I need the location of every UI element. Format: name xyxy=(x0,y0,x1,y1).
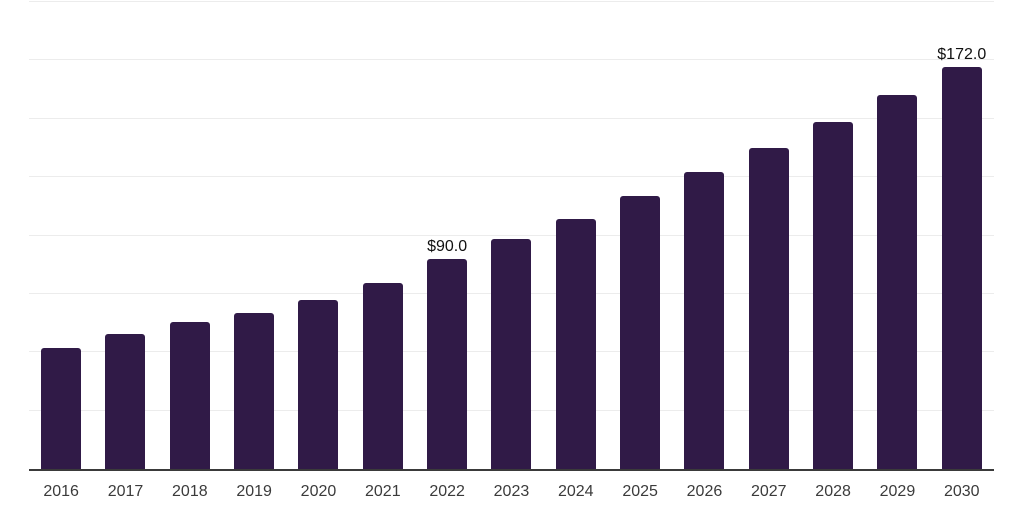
bar-2028 xyxy=(813,122,854,469)
bar-value-label-2030: $172.0 xyxy=(937,46,987,64)
x-tick-label-2020: 2020 xyxy=(300,483,337,500)
x-axis-tick-labels: 2016 2017 2018 2019 2020 2021 2022 2023 2024 2025… xyxy=(29,482,994,501)
x-tick-label-2030: 2030 xyxy=(943,483,980,500)
gridline-125 xyxy=(29,176,994,178)
bar-group-2023 xyxy=(479,2,543,469)
bar-group-2018 xyxy=(158,2,222,469)
x-tick-label-2024: 2024 xyxy=(557,483,594,500)
gridline-200 xyxy=(29,1,994,2)
bar-group-2016 xyxy=(29,2,93,469)
bar-group-2019 xyxy=(222,2,286,469)
x-axis-line xyxy=(29,469,994,471)
x-tick-label-2026: 2026 xyxy=(686,483,723,500)
bar-group-2021 xyxy=(351,2,415,469)
x-tick-label-2016: 2016 xyxy=(43,483,79,500)
x-tick-label-2029: 2029 xyxy=(879,483,916,500)
bar-2030 xyxy=(941,67,982,469)
bar-2019 xyxy=(234,312,275,469)
bar-group-2026 xyxy=(672,2,736,469)
bar-group-2020 xyxy=(286,2,350,469)
bar-2020 xyxy=(298,299,339,469)
x-tick-label-2025: 2025 xyxy=(622,483,658,500)
x-tick-label-2019: 2019 xyxy=(236,483,272,500)
bar-group-2022: $90.0 xyxy=(415,2,479,469)
x-tick-label-2022: 2022 xyxy=(429,483,465,500)
x-tick-label-2027: 2027 xyxy=(750,483,787,500)
x-tick-label-2021: 2021 xyxy=(365,483,401,500)
gridline-100 xyxy=(29,234,994,236)
bar-group-2029 xyxy=(865,2,929,469)
x-tick-label-2028: 2028 xyxy=(815,483,851,500)
bar-2021 xyxy=(362,283,403,469)
bar-2027 xyxy=(748,147,789,469)
bar-value-label-2022: $90.0 xyxy=(427,237,468,255)
plot-area: $90.0 $172.0 xyxy=(29,1,994,469)
bar-2029 xyxy=(877,95,918,469)
bar-2018 xyxy=(169,321,210,469)
bar-2026 xyxy=(684,172,725,469)
gridline-175 xyxy=(29,59,994,61)
bar-group-2027 xyxy=(737,2,801,469)
bar-group-2025 xyxy=(608,2,672,469)
bar-2022 xyxy=(427,258,468,469)
bars-layer: $90.0 $172.0 xyxy=(29,2,994,469)
bar-group-2028 xyxy=(801,2,865,469)
gridline-150 xyxy=(29,117,994,119)
x-tick-label-2023: 2023 xyxy=(493,483,530,500)
bar-2024 xyxy=(555,219,596,469)
bar-group-2017 xyxy=(93,2,157,469)
x-tick-label-2018: 2018 xyxy=(172,483,208,500)
bar-group-2024 xyxy=(544,2,608,469)
bar-2023 xyxy=(491,239,532,469)
bar-group-2030: $172.0 xyxy=(930,2,994,469)
x-tick-label-2017: 2017 xyxy=(107,483,144,500)
bar-2017 xyxy=(105,333,146,469)
bar-2016 xyxy=(41,347,82,469)
bar-2025 xyxy=(620,195,661,469)
